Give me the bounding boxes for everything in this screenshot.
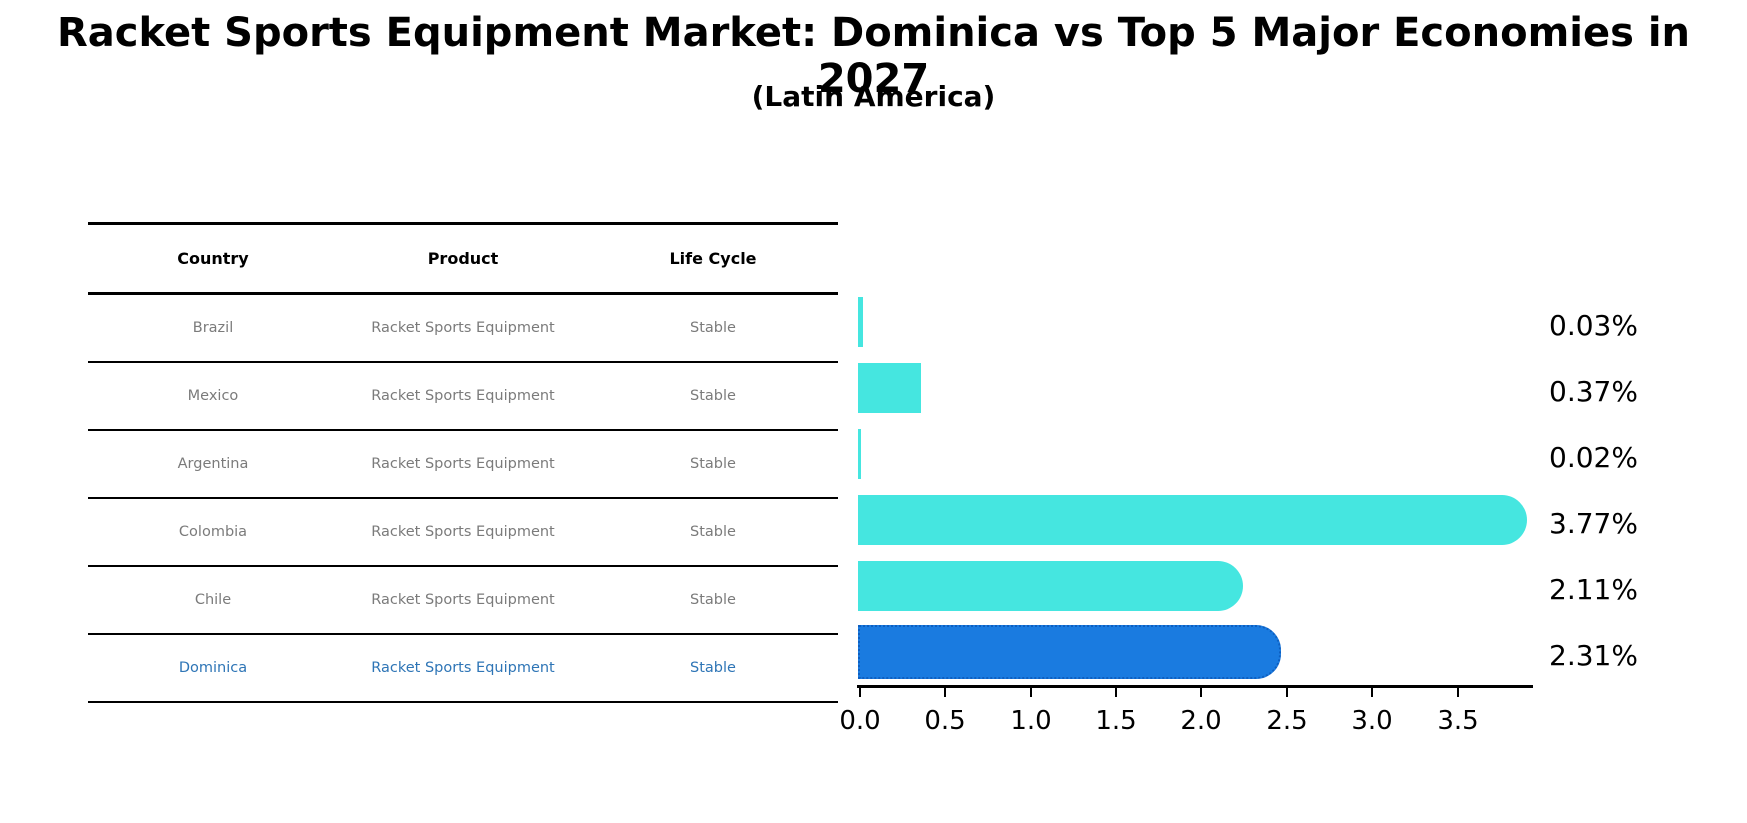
cell-country: Mexico (187, 388, 239, 404)
cell-country: Colombia (178, 524, 248, 540)
x-axis-tick (1286, 688, 1288, 697)
x-axis-tick (1030, 688, 1032, 697)
x-axis-tick (1200, 688, 1202, 697)
value-label-chile: 2.11% (1549, 573, 1638, 606)
table-row-argentina: Argentina Racket Sports Equipment Stable (88, 431, 838, 499)
table-row-colombia: Colombia Racket Sports Equipment Stable (88, 499, 838, 567)
value-label-colombia: 3.77% (1549, 507, 1638, 540)
x-axis-tick-label: 0.0 (839, 706, 881, 736)
value-label-mexico: 0.37% (1549, 375, 1638, 408)
bar-dominica (858, 625, 1282, 679)
value-label-brazil: 0.03% (1549, 309, 1638, 342)
table-row-brazil: Brazil Racket Sports Equipment Stable (88, 295, 838, 363)
cell-product: Racket Sports Equipment (371, 592, 555, 608)
cell-country: Argentina (177, 456, 249, 472)
cell-life-cycle: Stable (690, 660, 736, 676)
table-row-mexico: Mexico Racket Sports Equipment Stable (88, 363, 838, 431)
cell-life-cycle: Stable (690, 388, 736, 404)
x-axis-tick-label: 3.5 (1437, 706, 1479, 736)
cell-product: Racket Sports Equipment (371, 456, 555, 472)
cell-product: Racket Sports Equipment (371, 524, 555, 540)
x-axis-tick (1371, 688, 1373, 697)
x-axis-tick-label: 0.5 (924, 706, 966, 736)
x-axis-tick-label: 1.0 (1010, 706, 1052, 736)
table-row-dominica: Dominica Racket Sports Equipment Stable (88, 635, 838, 703)
cell-life-cycle: Stable (690, 524, 736, 540)
bar-argentina (858, 429, 862, 479)
bar-brazil (858, 297, 864, 347)
x-axis-tick (859, 688, 861, 697)
cell-country: Brazil (192, 320, 234, 336)
x-axis-tick-label: 2.0 (1180, 706, 1222, 736)
x-axis-tick-label: 3.0 (1351, 706, 1393, 736)
page-title: Racket Sports Equipment Market: Dominica… (56, 10, 1691, 102)
x-axis-tick (1115, 688, 1117, 697)
column-header-country: Country (177, 249, 249, 268)
x-axis-tick (1457, 688, 1459, 697)
bar-chile (858, 561, 1244, 611)
cell-life-cycle: Stable (690, 592, 736, 608)
cell-country: Dominica (178, 660, 248, 676)
value-label-argentina: 0.02% (1549, 441, 1638, 474)
cell-life-cycle: Stable (690, 320, 736, 336)
bar-mexico (858, 363, 922, 413)
cell-country: Chile (194, 592, 232, 608)
cell-product: Racket Sports Equipment (371, 660, 555, 676)
country-table: Country Product Life Cycle Brazil Racket… (88, 222, 838, 703)
x-axis-line (857, 685, 1533, 688)
cell-life-cycle: Stable (690, 456, 736, 472)
column-header-life-cycle: Life Cycle (669, 249, 757, 268)
page-subtitle: (Latin America) (751, 80, 996, 113)
x-axis-tick (944, 688, 946, 697)
table-row-chile: Chile Racket Sports Equipment Stable (88, 567, 838, 635)
value-label-dominica: 2.31% (1549, 639, 1638, 672)
column-header-product: Product (427, 249, 499, 268)
cell-product: Racket Sports Equipment (371, 388, 555, 404)
x-axis-tick-label: 2.5 (1266, 706, 1308, 736)
cell-product: Racket Sports Equipment (371, 320, 555, 336)
bar-colombia (858, 495, 1527, 545)
table-header-row: Country Product Life Cycle (88, 225, 838, 295)
x-axis-tick-label: 1.5 (1095, 706, 1137, 736)
